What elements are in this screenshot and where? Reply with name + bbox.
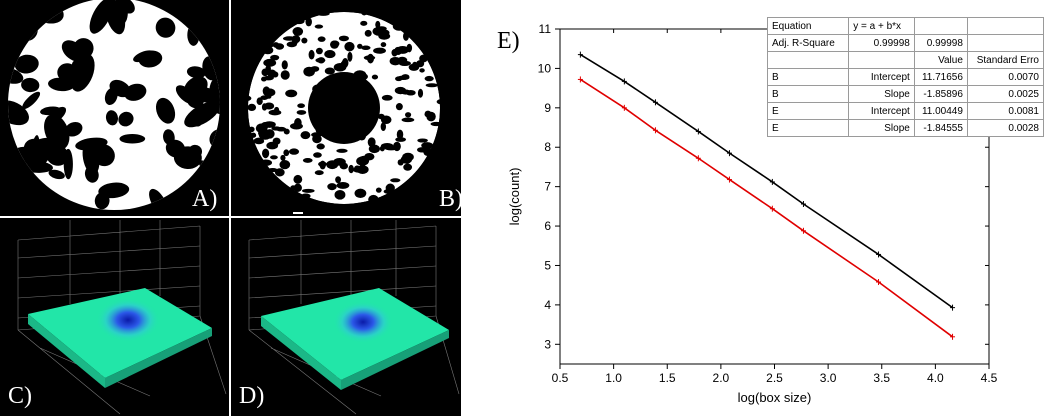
fit-table-cell: Intercept bbox=[848, 102, 915, 120]
log-log-chart: 0.5 1.0 1.5 2.0 2.5 3.0 3.5 4.0 4.5 3 4 5 6 7 8 9 10 11 l… bbox=[507, 22, 998, 405]
fit-table-cell bbox=[966, 34, 1044, 52]
fit-table-cell: E bbox=[767, 102, 850, 120]
fit-table: Equation y = a + b*x Adj. R-Square 0.99998 0… bbox=[767, 17, 1044, 137]
y-tick-label: 5 bbox=[544, 258, 551, 272]
panel-a-image: A) bbox=[0, 0, 229, 216]
fit-table-cell: Slope bbox=[848, 119, 915, 137]
fit-table-row: E Intercept 11.00449 0.0081 bbox=[767, 102, 1044, 120]
fit-table-cell: Equation bbox=[767, 17, 850, 35]
y-tick-label: 4 bbox=[544, 298, 551, 312]
x-tick-label: 2.0 bbox=[713, 371, 730, 385]
panel-d-surface-plot bbox=[248, 220, 460, 415]
fit-table-cell: B bbox=[767, 85, 850, 103]
x-tick-label: 3.5 bbox=[873, 371, 890, 385]
fit-table-cell: Value bbox=[913, 51, 968, 69]
fit-table-cell: 11.71656 bbox=[913, 68, 968, 86]
y-tick-label: 9 bbox=[544, 101, 551, 115]
panel-d-label: D) bbox=[239, 383, 265, 409]
fit-results-table: Equation y = a + b*x Adj. R-Square 0.99998 0… bbox=[767, 17, 1044, 137]
fit-table-cell: 0.99998 bbox=[913, 34, 968, 52]
fit-table-cell: Intercept bbox=[848, 68, 915, 86]
fit-table-cell bbox=[848, 51, 915, 69]
fit-table-cell: 11.00449 bbox=[913, 102, 968, 120]
panel-b-label: B) bbox=[439, 186, 461, 212]
fit-table-row: Adj. R-Square 0.99998 0.99998 bbox=[767, 34, 1044, 52]
fit-table-cell: -1.84555 bbox=[913, 119, 968, 137]
x-tick-label: 1.5 bbox=[659, 371, 676, 385]
fit-table-cell: 0.0028 bbox=[966, 119, 1044, 137]
chart-series-layer bbox=[577, 51, 956, 340]
x-tick-label: 4.5 bbox=[981, 371, 998, 385]
panel-a-label: A) bbox=[192, 186, 218, 212]
fit-table-cell bbox=[767, 51, 850, 69]
fit-table-cell: Adj. R-Square bbox=[767, 34, 850, 52]
fit-table-cell: -1.85896 bbox=[913, 85, 968, 103]
x-tick-label: 4.0 bbox=[927, 371, 944, 385]
x-tick-label: 1.0 bbox=[605, 371, 622, 385]
panel-c-label: C) bbox=[8, 383, 32, 409]
panel-a-pattern bbox=[8, 0, 220, 210]
panel-d-image: D) bbox=[231, 218, 461, 416]
fit-table-cell: y = a + b*x bbox=[848, 17, 915, 35]
y-axis-label: log(count) bbox=[507, 168, 522, 226]
fit-table-cell: B bbox=[767, 68, 850, 86]
chart-axes: 0.5 1.0 1.5 2.0 2.5 3.0 3.5 4.0 4.5 3 4 5 6 7 8 9 10 11 bbox=[538, 22, 998, 385]
panel-c-image: C) bbox=[0, 218, 229, 416]
fit-table-row: Value Standard Erro bbox=[767, 51, 1044, 69]
fit-table-cell bbox=[966, 17, 1044, 35]
panel-c-surface-plot bbox=[17, 220, 227, 415]
fit-table-row: Equation y = a + b*x bbox=[767, 17, 1044, 35]
y-tick-label: 7 bbox=[544, 180, 551, 194]
x-tick-label: 3.0 bbox=[820, 371, 837, 385]
fit-table-cell: Standard Erro bbox=[966, 51, 1044, 69]
y-tick-label: 11 bbox=[539, 22, 552, 36]
y-tick-label: 6 bbox=[544, 219, 551, 233]
fit-table-row: B Intercept 11.71656 0.0070 bbox=[767, 68, 1044, 86]
fit-table-cell: Slope bbox=[848, 85, 915, 103]
fit-table-cell: E bbox=[767, 119, 850, 137]
x-tick-label: 0.5 bbox=[552, 371, 569, 385]
panel-e-label: E) bbox=[497, 28, 520, 54]
fit-table-cell: 0.99998 bbox=[848, 34, 915, 52]
y-tick-label: 10 bbox=[538, 61, 552, 75]
fit-table-cell: 0.0081 bbox=[966, 102, 1044, 120]
y-tick-label: 8 bbox=[544, 140, 551, 154]
fit-table-cell: 0.0070 bbox=[966, 68, 1044, 86]
panel-b-pattern bbox=[240, 5, 450, 214]
fit-table-row: E Slope -1.84555 0.0028 bbox=[767, 119, 1044, 137]
fit-table-cell bbox=[913, 17, 968, 35]
panel-b-image: B) bbox=[231, 0, 461, 216]
fit-table-cell: 0.0025 bbox=[966, 85, 1044, 103]
x-tick-label: 2.5 bbox=[766, 371, 783, 385]
x-axis-label: log(box size) bbox=[738, 390, 812, 405]
y-tick-label: 3 bbox=[544, 337, 551, 351]
fit-table-row: B Slope -1.85896 0.0025 bbox=[767, 85, 1044, 103]
